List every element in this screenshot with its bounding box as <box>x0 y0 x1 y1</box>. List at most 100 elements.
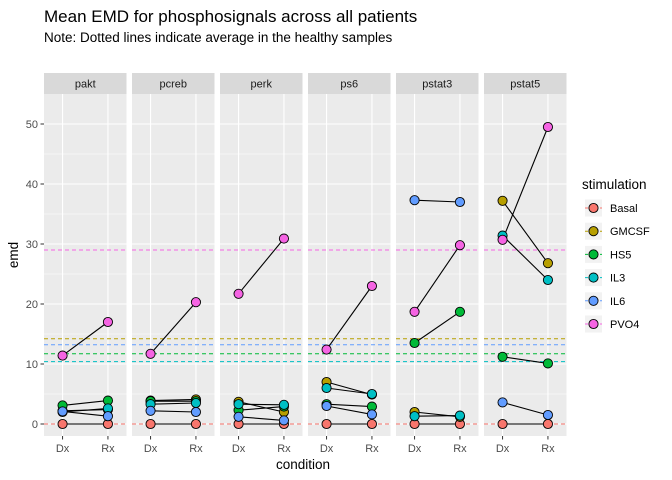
point-il3-rx <box>454 410 465 421</box>
chart-subtitle: Note: Dotted lines indicate average in t… <box>44 30 392 45</box>
series-line-gmcsf <box>238 401 285 413</box>
point-il3-dx <box>409 411 420 422</box>
point-il3-rx <box>542 274 553 286</box>
point-pvo4-rx <box>278 233 289 244</box>
point-pvo4-rx <box>366 280 377 292</box>
point-basal-dx <box>321 418 332 430</box>
point-il6-rx <box>454 196 465 208</box>
point-pvo4-dx <box>57 350 68 361</box>
point-il6-dx <box>57 406 68 417</box>
legend-label: HS5 <box>610 249 631 261</box>
series-line-il3 <box>238 403 284 406</box>
point-pvo4-rx <box>454 240 465 251</box>
point-basal-dx <box>57 418 68 430</box>
series-line-pvo4 <box>238 238 285 295</box>
legend-point <box>588 295 599 306</box>
x-tick-label: Rx <box>365 443 379 455</box>
panel-background <box>308 94 391 436</box>
x-tick-label: Dx <box>320 443 334 455</box>
legend-point <box>588 272 599 283</box>
legend-item-basal: Basal <box>585 199 638 217</box>
point-il6-dx <box>321 400 332 412</box>
y-tick-label: 50 <box>26 119 38 131</box>
y-tick-label: 30 <box>26 239 38 251</box>
facet-strip-label: pstat3 <box>422 79 452 91</box>
facet-strip <box>220 73 303 94</box>
point-gmcsf-rx <box>542 258 553 269</box>
series-line-il6 <box>150 410 196 413</box>
facet-strip-label: ps6 <box>340 79 358 91</box>
series-line-hs5 <box>414 311 461 344</box>
x-tick-label: Dx <box>56 443 70 455</box>
point-pvo4-dx <box>145 348 156 359</box>
series-line-hs5 <box>62 400 108 406</box>
x-tick-label: Dx <box>232 443 246 455</box>
facet-strip <box>308 73 391 94</box>
point-pvo4-dx <box>409 306 420 317</box>
series-line-il3 <box>502 235 549 281</box>
facet-strip <box>484 73 567 94</box>
point-il3-rx <box>278 399 289 410</box>
legend-label: PVO4 <box>610 319 639 331</box>
x-tick-label: Dx <box>144 443 158 455</box>
point-pvo4-rx <box>102 316 113 328</box>
legend-label: IL6 <box>610 296 625 308</box>
facet-pcreb: pcreb Dx Rx <box>132 73 215 455</box>
point-il3-rx <box>366 388 377 400</box>
series-line-il6 <box>62 410 108 417</box>
facet-strip <box>396 73 479 94</box>
series-line-il6 <box>238 416 284 421</box>
x-tick-label: Dx <box>496 443 510 455</box>
series-line-gmcsf <box>150 398 196 402</box>
series-line-il6 <box>414 199 460 203</box>
point-il6-rx <box>542 409 553 421</box>
x-axis-title: condition <box>276 457 330 472</box>
point-hs5-rx <box>542 358 553 369</box>
y-tick-label: 20 <box>26 299 38 311</box>
facet-strip-label: perk <box>251 79 273 91</box>
panel-background <box>484 94 567 436</box>
x-tick-label: Rx <box>277 443 291 455</box>
facet-strip <box>44 73 127 94</box>
y-tick-label: 0 <box>32 419 38 431</box>
series-line-pvo4 <box>62 321 109 357</box>
point-hs5-dx <box>409 337 420 349</box>
series-line-il3 <box>414 415 460 417</box>
facet-pstat5: pstat5 Dx Rx <box>484 73 567 455</box>
series-line-pvo4 <box>150 301 197 355</box>
x-tick-label: Rx <box>453 443 467 455</box>
facet-strip <box>132 73 215 94</box>
facet-strip-label: pcreb <box>159 79 187 91</box>
point-il3-dx <box>233 399 244 410</box>
legend-label: IL3 <box>610 273 625 285</box>
series-line-hs5 <box>326 403 372 408</box>
legend-item-il3: IL3 <box>585 269 625 287</box>
y-axis: 0 10 20 30 40 50 <box>26 119 44 431</box>
point-basal-dx <box>497 418 508 430</box>
point-gmcsf-dx <box>497 195 508 206</box>
legend-item-hs5: HS5 <box>585 245 631 263</box>
panel-background <box>396 94 479 436</box>
legend-item-pvo4: PVO4 <box>585 315 639 333</box>
panel-background <box>44 94 127 436</box>
x-tick-label: Rx <box>541 443 555 455</box>
point-pvo4-rx <box>542 121 553 133</box>
legend: stimulation Basal GMCSF HS5 IL3 IL6 PVO4 <box>582 177 650 333</box>
facet-ps6: ps6 Dx Rx <box>308 73 391 455</box>
legend-label: Basal <box>610 203 638 215</box>
facet-perk: perk Dx Rx <box>220 73 303 455</box>
y-tick-label: 10 <box>26 359 38 371</box>
y-tick-label: 40 <box>26 179 38 191</box>
legend-item-il6: IL6 <box>585 292 625 310</box>
facet-strip-label: pstat5 <box>510 79 540 91</box>
facet-panels: pakt Dx Rx pcreb Dx Rx perk Dx Rx ps6 Dx Rx pstat3 Dx… <box>44 73 567 455</box>
legend-point <box>588 249 599 260</box>
point-il6-rx <box>366 409 377 420</box>
x-tick-label: Rx <box>189 443 203 455</box>
point-il3-dx <box>321 382 332 394</box>
point-pvo4-dx <box>321 344 332 355</box>
legend-point <box>588 202 599 214</box>
point-hs5-dx <box>497 351 508 362</box>
series-line-pvo4 <box>502 126 549 241</box>
point-il6-dx <box>145 405 156 416</box>
